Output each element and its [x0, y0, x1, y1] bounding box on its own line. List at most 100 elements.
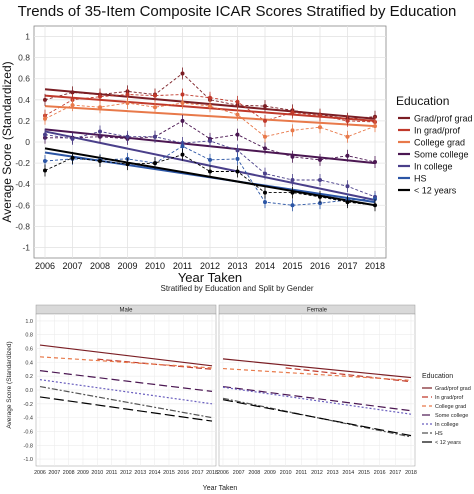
top-y-tick-label: 0.6 [18, 74, 30, 84]
bottom-x-tick-label: 2011 [106, 470, 117, 476]
bottom-x-tick-label: 2009 [77, 470, 89, 476]
top-legend-label: In grad/prof [414, 126, 461, 136]
bottom-legend-title: Education [422, 373, 453, 380]
top-y-tick-label: 0 [25, 137, 30, 147]
top-data-point [43, 132, 47, 137]
bottom-series-line [39, 379, 213, 405]
bottom-y-tick-label: 0.6 [25, 347, 33, 353]
top-data-point [290, 190, 295, 195]
top-x-tick-label: 2007 [62, 261, 82, 271]
top-data-point [290, 203, 295, 208]
bottom-y-tick-label: -0.4 [24, 416, 33, 422]
top-x-tick-label: 2014 [255, 261, 275, 271]
facet-strip-label: Female [307, 308, 328, 314]
top-data-point [153, 161, 157, 166]
bottom-y-tick-label: 0.4 [25, 360, 33, 366]
bottom-legend-label: Some college [435, 413, 468, 419]
bottom-x-tick-label: 2014 [342, 470, 354, 476]
top-data-point [263, 190, 267, 195]
bottom-x-tick-label: 2014 [149, 470, 161, 476]
bottom-x-tick-label: 2009 [264, 470, 276, 476]
bottom-x-axis-label: Year Taken [203, 485, 238, 492]
top-data-point [235, 99, 240, 104]
top-legend-title: Education [396, 94, 449, 108]
top-y-tick-label: -0.6 [15, 200, 30, 210]
top-data-point [98, 105, 102, 110]
bottom-series-line [39, 356, 213, 369]
top-data-point [70, 136, 75, 141]
top-series-points [43, 67, 377, 212]
top-chart-title: Trends of 35-Item Composite ICAR Scores … [18, 3, 457, 20]
top-data-point [290, 128, 295, 133]
top-x-tick-label: 2008 [90, 261, 110, 271]
top-data-point [235, 148, 240, 153]
top-data-point [125, 100, 130, 105]
top-data-point [235, 156, 240, 161]
bottom-y-tick-label: -0.6 [24, 429, 33, 435]
bottom-x-tick-label: 2006 [217, 470, 229, 476]
top-data-point [373, 160, 377, 165]
top-data-point [208, 138, 212, 143]
top-y-tick-label: 1 [25, 32, 30, 42]
top-x-tick-labels: 2006 2007 2008 2009 2010 2011 2012 2013 2014 2015… [35, 261, 385, 271]
top-data-point [290, 154, 295, 159]
top-data-point [235, 169, 240, 174]
top-data-point [318, 157, 322, 162]
top-data-point [235, 132, 240, 137]
bottom-x-tick-label: 2015 [163, 470, 175, 476]
bottom-x-tick-label: 2006 [34, 470, 46, 476]
top-data-point [70, 90, 75, 95]
top-data-point [345, 153, 350, 158]
top-x-tick-label: 2013 [227, 261, 247, 271]
top-data-point [373, 196, 377, 201]
top-data-point [373, 203, 377, 208]
top-data-point [70, 155, 75, 160]
bottom-series-line [285, 367, 412, 383]
bottom-y-tick-labels: -1.0 -0.8 -0.6 -0.4 -0.2 0.0 0.2 0.4 0.6 0.8 1.0 [24, 319, 33, 463]
bottom-x-tick-label: 2017 [389, 470, 401, 476]
top-data-point [208, 104, 212, 109]
top-x-tick-label: 2017 [337, 261, 357, 271]
bottom-legend-label: In college [435, 422, 459, 428]
top-legend-label: Some college [414, 150, 469, 160]
top-y-tick-label: 0.8 [18, 53, 30, 63]
bottom-series-line [222, 367, 412, 381]
top-x-tick-label: 2010 [145, 261, 165, 271]
bottom-series-line [39, 385, 213, 419]
top-legend-label: College grad [414, 138, 465, 148]
bottom-x-tick-label: 2012 [311, 470, 323, 476]
bottom-x-tick-label: 2010 [91, 470, 103, 476]
top-y-tick-label: -0.2 [15, 158, 30, 168]
bottom-x-tick-label: 2016 [374, 470, 386, 476]
top-data-point [208, 95, 212, 100]
top-data-point [318, 194, 322, 199]
top-data-point [70, 103, 75, 108]
top-data-point [318, 125, 322, 130]
bottom-x-tick-label: 2018 [405, 470, 417, 476]
top-legend: Grad/prof grad In grad/prof College grad So… [398, 114, 473, 196]
top-data-point [263, 171, 267, 176]
top-data-point [43, 116, 47, 121]
bottom-y-tick-label: 1.0 [25, 319, 33, 325]
bottom-y-tick-label: -0.8 [24, 443, 33, 449]
top-data-point [345, 200, 350, 205]
top-data-point [345, 134, 350, 139]
top-data-point [235, 112, 240, 117]
bottom-legend: Grad/prof grad In grad/prof College grad So… [422, 386, 471, 446]
bottom-y-tick-label: 0.2 [25, 374, 33, 380]
top-y-tick-labels: -1 -0.8 -0.6 -0.4 -0.2 0 0.2 0.4 0.6 0.8 1 [15, 32, 30, 253]
top-data-point [180, 71, 185, 76]
top-data-point [290, 177, 295, 182]
top-data-point [180, 92, 185, 97]
top-data-point [373, 124, 377, 129]
top-data-point [125, 162, 130, 167]
top-data-point [180, 100, 185, 105]
top-gridlines [34, 26, 386, 258]
bottom-x-tick-label: 2010 [280, 470, 292, 476]
top-x-axis-label: Year Taken [178, 270, 242, 285]
top-data-point [125, 92, 130, 97]
bottom-legend-label: HS [435, 431, 443, 437]
top-data-point [208, 157, 212, 162]
